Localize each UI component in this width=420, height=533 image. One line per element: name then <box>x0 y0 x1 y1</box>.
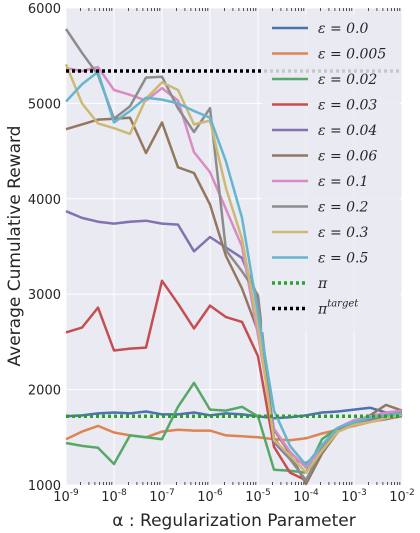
y-axis-label: Average Cumulative Reward <box>5 126 25 367</box>
y-tick-label: 4000 <box>28 193 61 208</box>
series-line-1 <box>65 406 402 420</box>
legend-label: ε = 0.3 <box>318 225 369 241</box>
y-tick-label: 5000 <box>28 97 61 112</box>
x-tick-label: 10-7 <box>149 488 175 505</box>
legend-label: ε = 0.0 <box>318 21 369 37</box>
x-axis: 10-9 10-8 10-7 10-6 10-5 10-4 10-3 10-2 <box>53 8 415 505</box>
x-tick-label: 10-3 <box>341 488 367 505</box>
legend-label: ε = 0.2 <box>318 200 369 216</box>
x-axis-label: α : Regularization Parameter <box>112 511 355 531</box>
legend-label: ε = 0.04 <box>318 123 377 139</box>
legend-label: ε = 0.1 <box>318 174 368 190</box>
legend: ε = 0.0 ε = 0.005 ε = 0.02 ε = 0.03 ε = 0.04… <box>262 14 400 332</box>
y-tick-label: 3000 <box>28 288 61 303</box>
series-line-9 <box>64 63 403 474</box>
x-tick-label: 10-9 <box>53 488 79 505</box>
legend-box <box>262 14 400 332</box>
x-tick-label: 10-4 <box>293 488 319 505</box>
legend-label: πtarget <box>317 299 359 318</box>
legend-label: π <box>317 276 328 292</box>
x-tick-label: 10-2 <box>389 488 415 505</box>
y-tick-label: 6000 <box>28 2 61 17</box>
y-tick-label: 1000 <box>28 479 61 494</box>
series-layer <box>64 28 403 486</box>
y-tick-label: 2000 <box>28 384 61 399</box>
y-axis: 1000 2000 3000 4000 5000 6000 <box>28 2 61 494</box>
x-tick-label: 10-5 <box>245 488 271 505</box>
legend-label: ε = 0.06 <box>318 149 377 165</box>
legend-label: ε = 0.03 <box>318 98 377 114</box>
series-line-10 <box>65 70 403 467</box>
legend-label: ε = 0.5 <box>318 251 369 267</box>
legend-label: ε = 0.005 <box>318 47 386 63</box>
x-tick-label: 10-8 <box>101 488 127 505</box>
x-tick-label: 10-6 <box>197 488 223 505</box>
legend-label: ε = 0.02 <box>318 72 377 88</box>
